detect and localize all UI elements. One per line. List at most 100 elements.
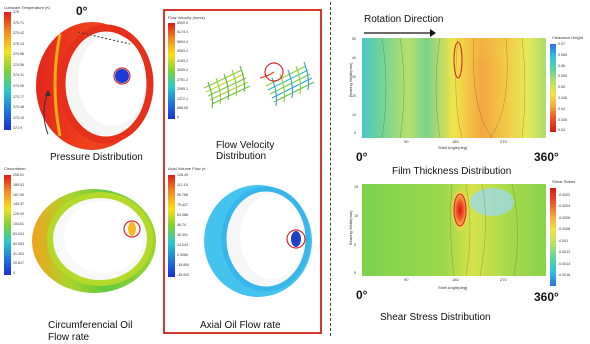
film-xtick-90: 90: [404, 139, 409, 144]
axial-panel: Axial Volume Flow (n 126.49 112.15 95.78…: [166, 165, 320, 333]
legend-value: 6174.4: [177, 30, 188, 35]
film-end-label: 360°: [534, 150, 559, 164]
circumferential-caption: Circumferencial Oil Flow rate: [48, 320, 133, 343]
legend-value: 145.37: [13, 202, 24, 207]
cbar-value: 0.06: [558, 63, 565, 68]
legend-value: 375.13: [13, 41, 24, 46]
legend-value: 1372.1: [177, 96, 188, 101]
legend-value: 5694.4: [177, 39, 188, 44]
legend-value: 30.391: [177, 233, 188, 238]
legend-value: 95.788: [177, 193, 188, 198]
legend-value: 6500.0: [177, 21, 188, 25]
legend-value: 3439.2: [177, 68, 188, 73]
rotation-direction-label: Rotation Direction: [364, 14, 444, 25]
legend-value: -35.000: [177, 273, 190, 278]
legend-value: 372.9: [13, 126, 22, 131]
shear-ylabel: Bearing Width(mm): [348, 210, 353, 245]
pressure-legend-labels: 376 375.71 375.42 375.13 374.86 374.56 3…: [13, 10, 24, 131]
shear-cbar-title: Shear Stress: [552, 179, 576, 184]
shear-xtick-270: 270: [500, 277, 507, 282]
legend-value: 112.15: [177, 183, 188, 188]
y-tick: 0: [354, 131, 356, 136]
cbar-value: 0.05: [558, 85, 565, 90]
shear-start-label: 0°: [356, 288, 368, 302]
cbar-value: 0.045: [558, 95, 567, 100]
film-colorbar-labels: 0.07 0.065 0.06 0.055 0.05 0.045 0.04 0.…: [558, 42, 567, 133]
legend-value: 83.034: [13, 231, 24, 236]
rotation-arrow: [364, 29, 436, 37]
axial-legend-labels: 126.49 112.15 95.788 79.437 63.086 46.74…: [177, 173, 190, 278]
legend-value: 62.553: [13, 241, 24, 246]
film-cbar-title: Clearance Height: [552, 35, 583, 40]
axial-marker-circle: [286, 229, 306, 249]
shear-yticks: 15 10 5 0: [354, 185, 358, 276]
legend-value: 0: [177, 115, 179, 120]
legend-value: 4193.2: [177, 58, 188, 63]
cbar-value: 0.065: [558, 52, 567, 57]
y-tick: 5: [354, 242, 356, 247]
circumferential-legend-title: Circumferen: [4, 166, 26, 171]
legend-value: 0: [13, 271, 15, 276]
velocity-streamlines: [203, 61, 315, 109]
cbar-value: -0.0014: [558, 261, 571, 266]
y-tick: 0: [354, 271, 356, 276]
film-contour-plot: [362, 38, 546, 138]
circumferential-legend-bar: [4, 175, 11, 275]
pressure-caption: Pressure Distribution: [50, 152, 143, 163]
cbar-value: -0.0008: [558, 227, 571, 232]
legend-value: 2751.2: [177, 77, 188, 82]
legend-value: 4953.2: [177, 49, 188, 54]
shear-xtick-90: 90: [404, 277, 409, 282]
pressure-ring: [36, 22, 154, 150]
legend-value: 126.49: [177, 173, 188, 177]
shear-colorbar: [550, 188, 556, 286]
legend-value: 374.31: [13, 73, 24, 78]
pressure-legend-bar: [4, 12, 11, 130]
legend-value: 2089.1: [177, 87, 188, 92]
legend-value: 104.61: [13, 222, 24, 227]
cbar-value: -0.0004: [558, 204, 571, 209]
legend-value: 374.56: [13, 62, 24, 67]
film-yticks: 50 40 30 20 10 0: [352, 37, 356, 136]
shear-xtick-180: 180: [452, 277, 459, 282]
axial-legend-title: Axial Volume Flow (n: [168, 166, 206, 171]
film-marker-ellipse: [453, 41, 463, 79]
circumferential-marker-circle: [123, 220, 141, 238]
y-tick: 40: [352, 55, 356, 60]
legend-value: -18.650: [177, 263, 190, 268]
pressure-panel: Lubricant Temperature (K) 376 375.71 375…: [0, 0, 160, 170]
velocity-legend-title: Flow Velocity (mm/s): [168, 15, 205, 20]
circumferential-legend-labels: 208.01 189.53 167.05 145.37 125.09 104.6…: [13, 173, 24, 276]
shear-contour-plot: [362, 184, 546, 276]
y-tick: 20: [352, 93, 356, 98]
shear-panel: Bearing Width(mm) 15 10 5 0: [334, 178, 590, 338]
velocity-panel: Flow Velocity (mm/s) 6500.0 6174.4 5694.…: [166, 12, 320, 162]
film-start-label: 0°: [356, 150, 368, 164]
shear-marker-ellipse: [453, 193, 467, 227]
legend-value: 373.19: [13, 115, 24, 120]
legend-value: 374.05: [13, 84, 24, 89]
legend-value: 20.617: [13, 261, 24, 266]
cbar-value: -0.0016: [558, 273, 571, 278]
legend-value: 2.3060: [177, 253, 188, 258]
legend-value: 375.71: [13, 20, 24, 25]
film-caption: Film Thickness Distribution: [392, 166, 512, 177]
shear-xlabel: Shell Angle(deg): [438, 285, 468, 290]
legend-value: 63.086: [177, 213, 188, 218]
circumferential-panel: Circumferen 208.01 189.53 167.05 145.37 …: [0, 165, 160, 343]
cbar-value: 0.07: [558, 42, 565, 46]
legend-value: 41.303: [13, 251, 24, 256]
shear-end-label: 360°: [534, 290, 559, 304]
shear-caption: Shear Stress Distribution: [380, 312, 491, 323]
cbar-value: 0.04: [558, 106, 565, 111]
cbar-value: -0.0012: [558, 250, 571, 255]
cbar-value: 0.055: [558, 74, 567, 79]
highlight-box: [163, 9, 322, 334]
pressure-legend-title: Lubricant Temperature (K): [4, 5, 51, 10]
y-tick: 50: [352, 37, 356, 41]
cbar-value: 0.035: [558, 117, 567, 122]
axial-legend-bar: [168, 175, 175, 277]
circumferential-ring: [32, 189, 156, 293]
velocity-legend-bar: [168, 23, 175, 119]
legend-value: 167.05: [13, 192, 24, 197]
